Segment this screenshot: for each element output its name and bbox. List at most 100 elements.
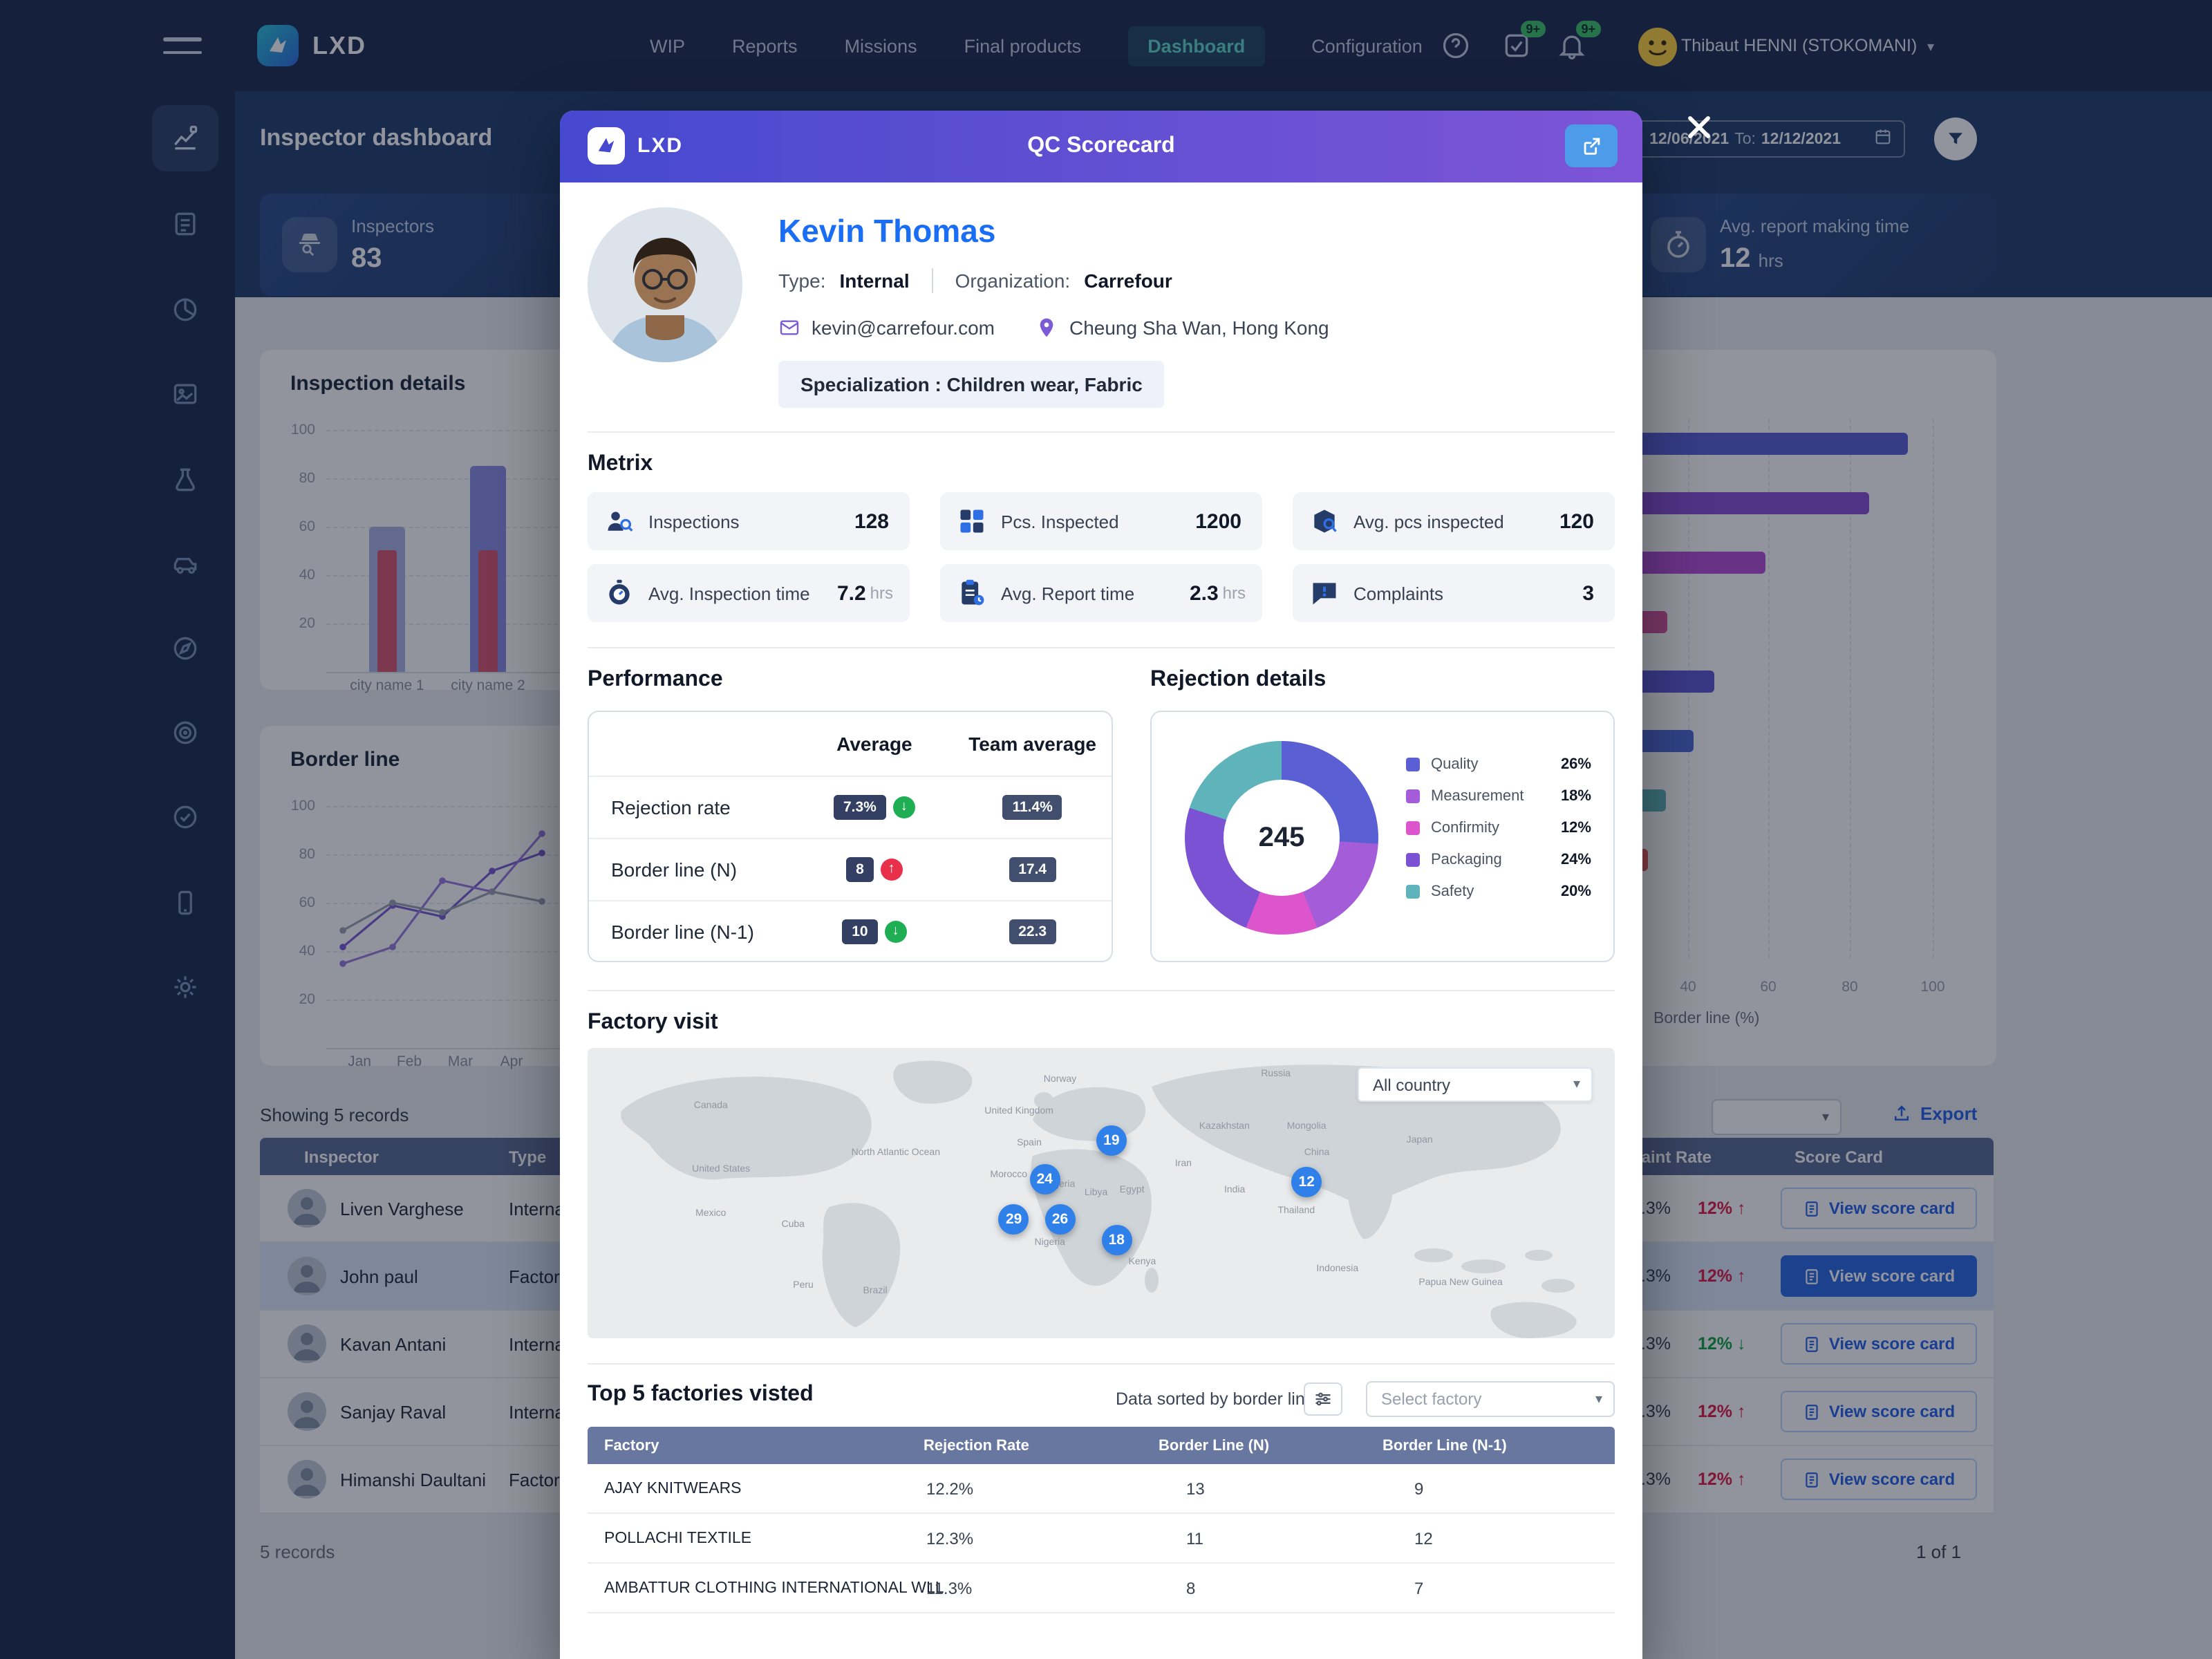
nav-item-wip[interactable]: WIP [650, 35, 685, 56]
nav-item-final-products[interactable]: Final products [964, 35, 1082, 56]
x-label: Mar [447, 1053, 474, 1070]
view-score-card-button[interactable]: View score card [1781, 1188, 1977, 1229]
nav-item-dashboard[interactable]: Dashboard [1128, 26, 1265, 66]
border-line-title: Border line [290, 748, 400, 771]
tasks-icon[interactable]: 9+ [1501, 21, 1546, 61]
inspector-type: Internal [509, 1199, 569, 1219]
open-external-button[interactable] [1565, 124, 1618, 167]
nav-item-reports[interactable]: Reports [732, 35, 798, 56]
inspector-name: John paul [340, 1266, 418, 1287]
sidebar-settings-gear-icon[interactable] [170, 972, 200, 1002]
sidebar-device-icon[interactable] [170, 888, 200, 918]
inspector-type: Factory [509, 1266, 569, 1287]
user-menu[interactable]: Thibaut HENNI (STOKOMANI) [1681, 36, 1918, 55]
export-button[interactable]: Export [1883, 1102, 1985, 1125]
inspector-type: Factory [509, 1470, 569, 1490]
profile-email[interactable]: kevin@carrefour.com [812, 317, 995, 339]
metric-label: Rejection rate [611, 796, 731, 818]
table-row[interactable]: 2.3% 12% ↑ View score card [1576, 1243, 1994, 1311]
trend-arrow-icon: ↑ [1737, 1470, 1746, 1489]
nav-item-missions[interactable]: Missions [844, 35, 917, 56]
nav-item-configuration[interactable]: Configuration [1311, 35, 1423, 56]
map-cluster-marker[interactable]: 29 [998, 1203, 1029, 1235]
y-tick: 80 [299, 846, 315, 863]
sidebar-lab-icon[interactable] [170, 465, 200, 495]
sidebar-vehicle-icon[interactable] [170, 549, 200, 579]
row-avatar [288, 1460, 326, 1499]
table-row[interactable]: 2.3% 12% ↓ View score card [1576, 1311, 1994, 1378]
factory-rejection-rate: 12.3% [926, 1528, 974, 1548]
complaint-trend: 12% ↑ [1698, 1266, 1746, 1286]
sidebar-pie-chart-icon[interactable] [170, 294, 200, 325]
map-cluster-marker[interactable]: 26 [1044, 1203, 1076, 1235]
app-logo: LXD [257, 25, 366, 66]
scorecard-doc-icon [1806, 1336, 1818, 1351]
menu-icon[interactable] [163, 37, 202, 64]
table-row[interactable]: 2.3% 12% ↑ View score card [1576, 1175, 1994, 1243]
bar-chart [369, 466, 506, 672]
map-cluster-marker[interactable]: 19 [1096, 1125, 1127, 1156]
date-range-filter[interactable]: From: 12/06/2021 To: 12/12/2021 [1590, 120, 1905, 158]
map-country-label: Mongolia [1286, 1121, 1327, 1132]
col-border-line-n: Border Line (N) [1159, 1437, 1270, 1454]
filter-button[interactable] [1934, 118, 1977, 160]
x-label: Jan [348, 1053, 371, 1070]
view-score-card-button[interactable]: View score card [1781, 1323, 1977, 1365]
inspector-type: Internal [509, 1334, 569, 1355]
view-score-card-button[interactable]: View score card [1781, 1459, 1977, 1500]
calendar-icon[interactable] [1873, 127, 1893, 151]
divider [588, 431, 1615, 433]
notifications-bell-icon[interactable]: 9+ [1557, 21, 1601, 61]
inspector-name: Sanjay Raval [340, 1402, 447, 1423]
close-icon [1688, 115, 1710, 138]
divider [588, 1363, 1615, 1365]
inspectors-stat-card: Inspectors 83 [260, 194, 606, 296]
sidebar-inspector-dashboard-icon[interactable] [170, 123, 200, 153]
map-cluster-marker[interactable]: 12 [1291, 1166, 1322, 1197]
select-caret-icon: ▾ [1573, 1077, 1580, 1092]
map-cluster-marker[interactable]: 24 [1029, 1163, 1060, 1194]
sidebar-compass-icon[interactable] [170, 633, 200, 664]
table-filter-select[interactable]: ▾ [1712, 1099, 1841, 1135]
y-tick: 60 [299, 894, 315, 911]
performance-table: Average Team average Rejection rate 7.3%… [588, 711, 1113, 962]
modal-header: LXD QC Scorecard [560, 111, 1642, 182]
user-menu-caret-icon[interactable]: ▾ [1927, 40, 1935, 55]
map-country-label: United States [692, 1165, 751, 1175]
performance-row: Rejection rate 7.3% ↓ 11.4% [589, 776, 1112, 838]
modal-close-button[interactable] [1676, 105, 1723, 152]
user-avatar[interactable] [1637, 26, 1678, 68]
map-country-label: Kazakhstan [1199, 1121, 1250, 1132]
organization-label: Organization: [955, 270, 1071, 292]
table-row[interactable]: 2.3% 12% ↑ View score card [1576, 1446, 1994, 1514]
map-country-label: North Atlantic Ocean [851, 1147, 940, 1158]
factory-border-line-n: 8 [1186, 1578, 1196, 1597]
sidebar-target-icon[interactable] [170, 718, 200, 748]
h-tick: 40 [1680, 979, 1696, 995]
sidebar-checklist-icon[interactable] [170, 209, 200, 239]
view-score-card-button[interactable]: View score card [1781, 1255, 1977, 1297]
sidebar-media-icon[interactable] [170, 379, 200, 409]
country-filter-select[interactable]: All country ▾ [1358, 1067, 1593, 1102]
inspectors-stat-value: 83 [351, 243, 382, 274]
factory-row[interactable]: AJAY KNITWEARS 12.2% 13 9 [588, 1464, 1615, 1514]
complaint-trend: 12% ↑ [1698, 1199, 1746, 1218]
factory-row[interactable]: AMBATTUR CLOTHING INTERNATIONAL WLL 11.3… [588, 1564, 1615, 1613]
factory-select[interactable]: Select factory ▾ [1366, 1381, 1615, 1417]
factory-row[interactable]: POLLACHI TEXTILE 12.3% 11 12 [588, 1514, 1615, 1564]
legend-swatch [1406, 852, 1420, 866]
sort-settings-button[interactable] [1304, 1382, 1342, 1416]
external-link-icon [1583, 138, 1600, 155]
sidebar-approvals-icon[interactable] [170, 802, 200, 832]
map-cluster-marker[interactable]: 18 [1101, 1224, 1132, 1255]
view-score-card-button[interactable]: View score card [1781, 1391, 1977, 1432]
help-icon[interactable] [1441, 30, 1471, 61]
factory-visit-map[interactable]: All country ▾ Canada United States Mexico C… [588, 1048, 1615, 1338]
inspector-name: Himanshi Daultani [340, 1470, 486, 1490]
average-pill: 8 [846, 857, 874, 882]
trend-arrow-icon: ↓ [884, 921, 907, 943]
qc-scorecard-modal: LXD QC Scorecard Kevin Thomas Type: Inte… [560, 111, 1642, 1659]
performance-row: Border line (N) 8 ↑ 17.4 [589, 838, 1112, 900]
metric-inspections: Inspections 128 [588, 492, 910, 550]
metric-cards: Inspections 128 Pcs. Inspected 1200 Avg.… [588, 492, 1615, 622]
